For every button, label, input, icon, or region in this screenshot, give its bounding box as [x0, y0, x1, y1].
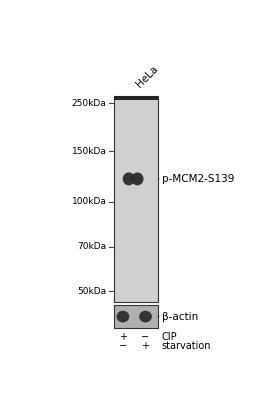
Text: +: +: [119, 332, 127, 342]
Text: 100kDa: 100kDa: [72, 198, 107, 206]
Text: 50kDa: 50kDa: [77, 287, 107, 296]
Text: p-MCM2-S139: p-MCM2-S139: [159, 174, 234, 184]
Text: 150kDa: 150kDa: [72, 147, 107, 156]
Text: −: −: [119, 341, 127, 351]
Ellipse shape: [123, 172, 135, 185]
Text: +: +: [141, 341, 150, 351]
Text: 70kDa: 70kDa: [77, 242, 107, 251]
Text: CIP: CIP: [162, 332, 177, 342]
Bar: [114, 96, 158, 100]
Bar: [114, 96, 158, 302]
Text: 250kDa: 250kDa: [72, 99, 107, 108]
Text: −: −: [141, 332, 150, 342]
Text: β-actin: β-actin: [159, 312, 198, 322]
Text: starvation: starvation: [162, 341, 211, 351]
Ellipse shape: [131, 172, 144, 185]
Ellipse shape: [139, 311, 152, 322]
Text: HeLa: HeLa: [134, 64, 160, 90]
Bar: [114, 305, 158, 328]
Ellipse shape: [117, 311, 129, 322]
